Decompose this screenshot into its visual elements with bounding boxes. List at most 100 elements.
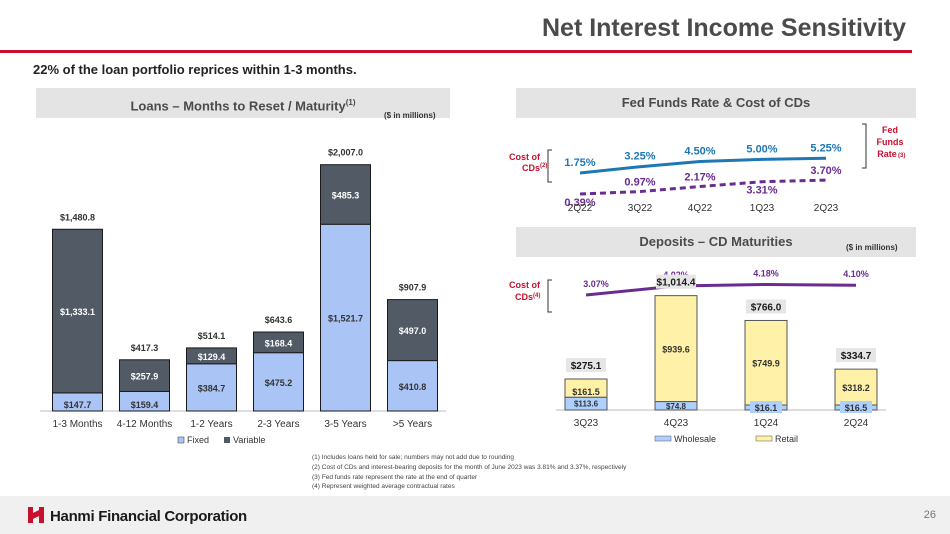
deposits-cost-label-line1: Cost of: [509, 280, 541, 290]
cd-cost-value-label: 3.31%: [746, 185, 777, 197]
deposits-wholesale-label: $113.6: [574, 400, 599, 409]
page-number: 26: [923, 509, 936, 521]
cost-of-cds-line: [579, 178, 827, 196]
loans-variable-label: $168.4: [265, 338, 293, 348]
fed-category-label: 1Q23: [750, 203, 775, 214]
fed-panel-header: Fed Funds Rate & Cost of CDs: [516, 88, 916, 118]
cd-cost-value-label: 2.17%: [684, 172, 715, 184]
loans-bar-variable: [52, 228, 103, 394]
deposits-total-label: $334.7: [841, 351, 872, 362]
loans-bar-fixed: [387, 360, 438, 412]
fed-right-bracket: [862, 123, 867, 169]
fed-category-label: 2Q23: [814, 203, 839, 214]
fed-rate-value-label: 5.00%: [746, 143, 777, 155]
loans-fixed-label: $475.2: [265, 378, 293, 388]
fed-rate-value-label: 5.25%: [810, 142, 841, 154]
cd-cost-value-label: 0.39%: [564, 197, 595, 209]
title-divider: [0, 50, 912, 53]
footnote-2: (2) Cost of CDs and interest-bearing dep…: [312, 463, 627, 471]
legend-variable-swatch: [224, 437, 230, 443]
footnote-4: (4) Represent weighted average contractu…: [312, 483, 455, 491]
deposits-bar-retail: [744, 319, 788, 406]
legend-variable-label: Variable: [233, 435, 265, 445]
deposits-wholesale-label-bg: [840, 401, 872, 413]
loans-bar-fixed: [253, 352, 304, 412]
loans-fixed-label: $410.8: [399, 382, 427, 392]
fed-category-label: 3Q22: [628, 203, 653, 214]
loans-total-label: $2,007.0: [328, 148, 363, 158]
footnotes: (1) Includes loans held for sale; number…: [312, 453, 626, 492]
loans-bar-variable: [320, 164, 371, 225]
loans-category-label: >5 Years: [393, 419, 432, 430]
loans-fixed-label: $147.7: [64, 400, 92, 410]
legend-fixed-swatch: [177, 436, 185, 444]
loans-total-label: $514.1: [198, 331, 226, 341]
loans-variable-label: $485.3: [332, 190, 360, 200]
cd-cost-value-label: 3.70%: [810, 165, 841, 177]
loans-total-label: $417.3: [131, 343, 159, 353]
legend-retail-swatch: [755, 435, 773, 442]
loans-bar-variable: [186, 347, 237, 365]
loans-unit-label: ($ in millions): [384, 111, 436, 120]
deposits-wholesale-label: $16.1: [755, 403, 778, 413]
deposits-panel-header: Deposits – CD Maturities: [516, 227, 916, 257]
page-title: Net Interest Income Sensitivity: [541, 14, 906, 42]
deposits-cost-value-label: 3.07%: [583, 279, 609, 289]
deposits-cost-value-label: 4.10%: [843, 269, 869, 279]
deposits-wholesale-label-bg: [750, 401, 782, 413]
loans-category-label: 2-3 Years: [257, 419, 299, 430]
deposits-cost-value-label: 4.18%: [753, 268, 779, 278]
footer-bar: [0, 496, 950, 534]
fed-rate-value-label: 4.50%: [684, 145, 715, 157]
deposits-retail-label: $318.2: [842, 383, 870, 393]
deposits-total-label-bg: [746, 299, 786, 314]
fed-rate-value-label: 3.25%: [624, 151, 655, 163]
legend-wholesale-swatch: [654, 435, 672, 442]
loans-panel-title-sup: (1): [345, 98, 356, 107]
deposits-total-label: $1,014.4: [657, 278, 696, 289]
fed-left-bracket: [547, 149, 552, 183]
fed-rate-value-label: 1.75%: [564, 157, 595, 169]
fed-rate-label-line3: Rate: [877, 149, 897, 159]
page-subtitle: 22% of the loan portfolio reprices withi…: [33, 62, 357, 77]
loans-variable-label: $1,333.1: [60, 307, 95, 317]
loans-category-label: 1-3 Months: [52, 419, 102, 430]
hanmi-logo-icon: [28, 507, 44, 523]
loans-bar-fixed: [320, 223, 371, 412]
deposits-unit-label: ($ in millions): [846, 243, 898, 252]
loans-variable-label: $257.9: [131, 372, 159, 382]
loans-chart: $147.7 $1,333.1 $1,480.8 1-3 Months $159.4 $2…: [40, 148, 446, 445]
loans-fixed-label: $1,521.7: [328, 314, 363, 324]
deposits-category-label: 3Q23: [574, 418, 599, 429]
fed-cost-label-line1: Cost of: [509, 152, 541, 162]
deposits-total-label-bg: [566, 357, 606, 372]
fed-category-label: 2Q22: [568, 203, 593, 214]
deposits-panel-title: Deposits – CD Maturities: [639, 234, 793, 249]
deposits-cost-label-sup: (4): [533, 293, 540, 299]
deposits-retail-label: $939.6: [662, 345, 690, 355]
fed-cost-label-line2: CDs: [522, 163, 540, 173]
deposits-total-label: $275.1: [571, 361, 602, 372]
loans-bar-variable: [253, 331, 304, 354]
loans-panel-header: Loans – Months to Reset / Maturity(1): [36, 88, 450, 118]
deposits-category-label: 4Q23: [664, 418, 689, 429]
footnote-1: (1) Includes loans held for sale; number…: [312, 454, 514, 461]
deposits-total-label-bg: [836, 348, 876, 363]
deposits-left-bracket: [547, 279, 552, 313]
loans-fixed-label: $384.7: [198, 383, 226, 393]
loans-bar-variable: [387, 299, 438, 362]
legend-wholesale-label: Wholesale: [674, 434, 716, 444]
deposits-cost-label-line2: CDs: [515, 292, 533, 302]
fed-rate-label-line2: Funds: [877, 137, 904, 147]
cd-cost-value-label: 0.97%: [624, 177, 655, 189]
deposits-bar-retail: [654, 295, 698, 403]
deposits-category-label: 2Q24: [844, 418, 869, 429]
deposits-total-label-bg: [656, 274, 696, 289]
deposits-chart: Cost ofCDs(4)3.07%4.02%4.18%4.10%$113.6$…: [509, 268, 886, 444]
fed-category-label: 4Q22: [688, 203, 713, 214]
footnote-3: (3) Fed funds rate represent the rate at…: [312, 473, 478, 481]
fed-cost-label-sup: (2): [540, 163, 547, 169]
deposits-bar-retail: [564, 378, 608, 398]
loans-total-label: $643.6: [265, 315, 293, 325]
